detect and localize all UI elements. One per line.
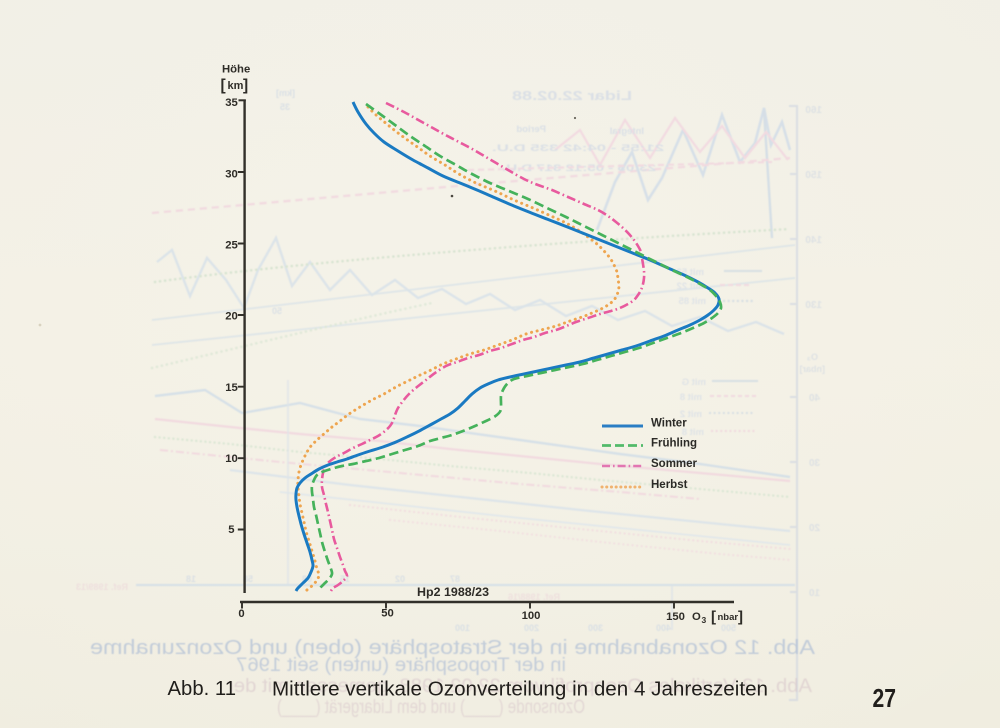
svg-text:mit 85: mit 85: [678, 296, 706, 307]
svg-text:mit 8: mit 8: [680, 392, 702, 403]
svg-text:35: 35: [280, 102, 290, 112]
svg-text:87: 87: [450, 574, 460, 584]
svg-text:Ozonsonde (____) und dem Lidar: Ozonsonde (____) und dem Lidargerät (___…: [277, 697, 585, 718]
svg-text:mit G: mit G: [682, 377, 706, 388]
svg-text:Höhe: Höhe: [222, 64, 250, 76]
svg-text:02: 02: [395, 574, 405, 584]
svg-text:10: 10: [808, 588, 820, 599]
svg-text:3: 3: [702, 615, 707, 625]
svg-text:150: 150: [666, 611, 685, 623]
svg-text:mit 52: mit 52: [677, 267, 704, 278]
svg-text:500: 500: [721, 623, 736, 633]
svg-text:18: 18: [186, 574, 196, 584]
svg-text:15: 15: [340, 574, 350, 584]
svg-text:km: km: [228, 80, 244, 92]
svg-text:Abb. 11: Abb. 11: [168, 677, 237, 700]
svg-text:21:55 - 04:42 335 D.U.: 21:55 - 04:42 335 D.U.: [492, 143, 664, 154]
svg-text:Period: Period: [516, 124, 546, 135]
svg-text:23:05 - 05:12 317 D.U.: 23:05 - 05:12 317 D.U.: [502, 163, 656, 174]
svg-text:Sommer: Sommer: [651, 458, 698, 470]
svg-text:15: 15: [225, 382, 238, 394]
svg-text:mit 8: mit 8: [682, 427, 704, 438]
svg-text:100: 100: [522, 610, 541, 622]
svg-text:30: 30: [225, 168, 238, 180]
svg-text:0: 0: [238, 608, 244, 620]
svg-text:Winter: Winter: [651, 418, 687, 430]
svg-text:in der Troposphäre (unten) sei: in der Troposphäre (unten) seit 1967: [236, 655, 566, 676]
svg-text:[: [: [711, 609, 716, 626]
svg-text:[: [: [221, 77, 226, 94]
svg-text:150: 150: [805, 170, 822, 181]
svg-text:[km]: [km]: [276, 88, 295, 98]
svg-text:Ref. 1989/13: Ref. 1989/13: [76, 582, 128, 592]
svg-text:300: 300: [588, 623, 603, 633]
svg-text:O: O: [692, 611, 701, 623]
svg-text:5: 5: [228, 524, 234, 536]
svg-text:100: 100: [455, 623, 470, 633]
svg-text:[nbar]: [nbar]: [800, 364, 826, 374]
svg-text:10: 10: [225, 453, 238, 465]
svg-text:25: 25: [225, 240, 238, 252]
svg-text:Herbst: Herbst: [651, 479, 688, 491]
svg-text:50: 50: [381, 608, 394, 620]
svg-text:]: ]: [738, 609, 743, 626]
svg-text:Hp2 1988/23: Hp2 1988/23: [417, 587, 489, 599]
svg-text:40: 40: [808, 393, 820, 404]
svg-text:20: 20: [225, 311, 238, 323]
svg-text:Abb. 12 Ozonabnahme in der St: Abb. 12 Ozonabnahme in der Stratosphäre …: [90, 637, 815, 659]
svg-text:mit 22: mit 22: [677, 281, 704, 292]
svg-text:160: 160: [805, 105, 822, 116]
svg-text:O₃: O₃: [807, 352, 818, 362]
svg-text:30: 30: [808, 458, 820, 469]
svg-text:400: 400: [656, 623, 671, 633]
svg-text:Integral: Integral: [610, 126, 644, 137]
svg-text:27: 27: [873, 683, 897, 713]
svg-text:Ref. 1988/16: Ref. 1988/16: [508, 592, 560, 602]
svg-text:Lidar 22.02.88: Lidar 22.02.88: [512, 88, 632, 103]
svg-text:nbar: nbar: [718, 612, 739, 623]
svg-text:]: ]: [243, 77, 248, 94]
svg-text:20: 20: [808, 523, 820, 534]
svg-text:140: 140: [805, 235, 822, 246]
svg-text:Frühling: Frühling: [651, 437, 697, 449]
svg-text:Mittlere vertikale Ozonverteil: Mittlere vertikale Ozonverteilung in den…: [272, 678, 768, 701]
svg-text:50: 50: [272, 306, 282, 316]
svg-text:mit 2: mit 2: [680, 409, 702, 420]
svg-text:200: 200: [524, 623, 539, 633]
svg-text:35: 35: [225, 97, 238, 109]
svg-text:Abb. 13 Vertikales Ozonprofil: Abb. 13 Vertikales Ozonprofil vom 22.02.…: [226, 676, 812, 697]
svg-text:130: 130: [805, 300, 822, 311]
svg-text:58: 58: [243, 574, 253, 584]
